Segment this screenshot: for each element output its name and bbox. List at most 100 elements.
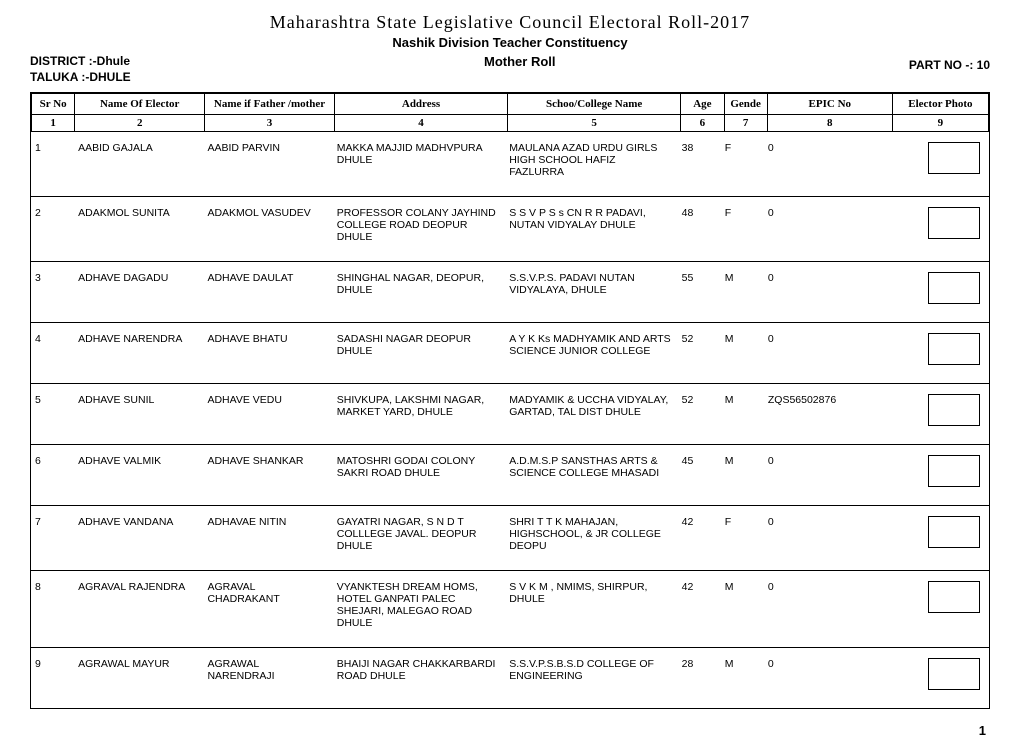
photo-placeholder (928, 516, 980, 548)
cell-gender: M (721, 333, 764, 365)
cell-epic: 0 (764, 516, 889, 552)
cell-age: 52 (678, 394, 721, 426)
col-header-gender: Gende (724, 94, 767, 115)
cell-address: SHINGHAL NAGAR, DEOPUR, DHULE (333, 272, 505, 304)
col-num-6: 6 (681, 115, 724, 132)
col-header-epic: EPIC No (767, 94, 892, 115)
col-num-7: 7 (724, 115, 767, 132)
col-num-2: 2 (75, 115, 205, 132)
photo-placeholder (928, 455, 980, 487)
cell-address: SADASHI NAGAR DEOPUR DHULE (333, 333, 505, 365)
cell-father: AGRAWAL NARENDRAJI (203, 658, 332, 690)
col-header-school: Schoo/College Name (508, 94, 681, 115)
header-table: Sr No Name Of Elector Name if Father /mo… (31, 93, 989, 132)
cell-photo (888, 581, 984, 629)
cell-gender: F (721, 142, 764, 178)
taluka-label: TALUKA :-DHULE (30, 70, 131, 84)
cell-address: VYANKTESH DREAM HOMS, HOTEL GANPATI PALE… (333, 581, 505, 629)
col-num-1: 1 (32, 115, 75, 132)
cell-school: S V K M , NMIMS, SHIRPUR, DHULE (505, 581, 677, 629)
cell-father: AGRAVAL CHADRAKANT (203, 581, 332, 629)
cell-sr: 2 (31, 207, 74, 243)
photo-placeholder (928, 207, 980, 239)
cell-school: MAULANA AZAD URDU GIRLS HIGH SCHOOL HAFI… (505, 142, 677, 178)
cell-age: 28 (678, 658, 721, 690)
cell-photo (888, 207, 984, 243)
cell-age: 42 (678, 581, 721, 629)
col-header-name: Name Of Elector (75, 94, 205, 115)
rows-container: 1AABID GAJALAAABID PARVINMAKKA MAJJID MA… (31, 132, 989, 708)
cell-school: MADYAMIK & UCCHA VIDYALAY, GARTAD, TAL D… (505, 394, 677, 426)
table-row: 1AABID GAJALAAABID PARVINMAKKA MAJJID MA… (31, 132, 989, 196)
cell-father: ADAKMOL VASUDEV (203, 207, 332, 243)
cell-photo (888, 658, 984, 690)
cell-school: A.D.M.S.P SANSTHAS ARTS & SCIENCE COLLEG… (505, 455, 677, 487)
cell-father: ADHAVE DAULAT (203, 272, 332, 304)
cell-epic: 0 (764, 658, 889, 690)
cell-address: GAYATRI NAGAR, S N D T COLLLEGE JAVAL. D… (333, 516, 505, 552)
col-num-3: 3 (205, 115, 335, 132)
table-row: 8AGRAVAL RAJENDRAAGRAVAL CHADRAKANTVYANK… (31, 570, 989, 647)
cell-epic: 0 (764, 207, 889, 243)
cell-sr: 8 (31, 581, 74, 629)
cell-school: A Y K Ks MADHYAMIK AND ARTS SCIENCE JUNI… (505, 333, 677, 365)
cell-address: MATOSHRI GODAI COLONY SAKRI ROAD DHULE (333, 455, 505, 487)
roll-label: Mother Roll (131, 54, 909, 69)
cell-sr: 4 (31, 333, 74, 365)
cell-epic: 0 (764, 455, 889, 487)
cell-epic: 0 (764, 333, 889, 365)
cell-name: ADHAVE VANDANA (74, 516, 203, 552)
photo-placeholder (928, 333, 980, 365)
cell-address: PROFESSOR COLANY JAYHIND COLLEGE ROAD DE… (333, 207, 505, 243)
page-number: 1 (30, 723, 990, 738)
cell-address: BHAIJI NAGAR CHAKKARBARDI ROAD DHULE (333, 658, 505, 690)
col-header-sr: Sr No (32, 94, 75, 115)
col-num-9: 9 (892, 115, 988, 132)
constituency-title: Nashik Division Teacher Constituency (30, 35, 990, 50)
col-header-photo: Elector Photo (892, 94, 988, 115)
header-meta: DISTRICT :-Dhule TALUKA :-DHULE Mother R… (30, 52, 990, 86)
cell-address: MAKKA MAJJID MADHVPURA DHULE (333, 142, 505, 178)
cell-school: S S V P S s CN R R PADAVI, NUTAN VIDYALA… (505, 207, 677, 243)
cell-gender: F (721, 207, 764, 243)
cell-photo (888, 516, 984, 552)
cell-gender: M (721, 658, 764, 690)
cell-gender: M (721, 581, 764, 629)
cell-age: 48 (678, 207, 721, 243)
cell-age: 55 (678, 272, 721, 304)
cell-epic: 0 (764, 272, 889, 304)
photo-placeholder (928, 581, 980, 613)
cell-name: AABID GAJALA (74, 142, 203, 178)
cell-name: AGRAWAL MAYUR (74, 658, 203, 690)
cell-gender: M (721, 394, 764, 426)
cell-photo (888, 394, 984, 426)
cell-father: ADHAVE SHANKAR (203, 455, 332, 487)
table-row: 5ADHAVE SUNILADHAVE VEDUSHIVKUPA, LAKSHM… (31, 383, 989, 444)
table-row: 4ADHAVE NARENDRAADHAVE BHATUSADASHI NAGA… (31, 322, 989, 383)
cell-name: ADAKMOL SUNITA (74, 207, 203, 243)
cell-gender: M (721, 455, 764, 487)
table-row: 3ADHAVE DAGADUADHAVE DAULATSHINGHAL NAGA… (31, 261, 989, 322)
main-title: Maharashtra State Legislative Council El… (30, 12, 990, 33)
cell-age: 38 (678, 142, 721, 178)
cell-epic: 0 (764, 581, 889, 629)
photo-placeholder (928, 658, 980, 690)
table-row: 7ADHAVE VANDANAADHAVAE NITINGAYATRI NAGA… (31, 505, 989, 570)
table-row: 9AGRAWAL MAYURAGRAWAL NARENDRAJIBHAIJI N… (31, 647, 989, 708)
cell-photo (888, 272, 984, 304)
photo-placeholder (928, 394, 980, 426)
cell-sr: 7 (31, 516, 74, 552)
part-label: PART NO -: 10 (909, 52, 990, 72)
cell-name: ADHAVE NARENDRA (74, 333, 203, 365)
cell-photo (888, 333, 984, 365)
col-num-4: 4 (334, 115, 507, 132)
col-header-address: Address (334, 94, 507, 115)
cell-school: S.S.V.P.S. PADAVI NUTAN VIDYALAYA, DHULE (505, 272, 677, 304)
cell-sr: 6 (31, 455, 74, 487)
cell-school: SHRI T T K MAHAJAN, HIGHSCHOOL, & JR COL… (505, 516, 677, 552)
cell-name: ADHAVE DAGADU (74, 272, 203, 304)
cell-epic: ZQS56502876 (764, 394, 889, 426)
cell-sr: 9 (31, 658, 74, 690)
col-header-age: Age (681, 94, 724, 115)
cell-name: AGRAVAL RAJENDRA (74, 581, 203, 629)
